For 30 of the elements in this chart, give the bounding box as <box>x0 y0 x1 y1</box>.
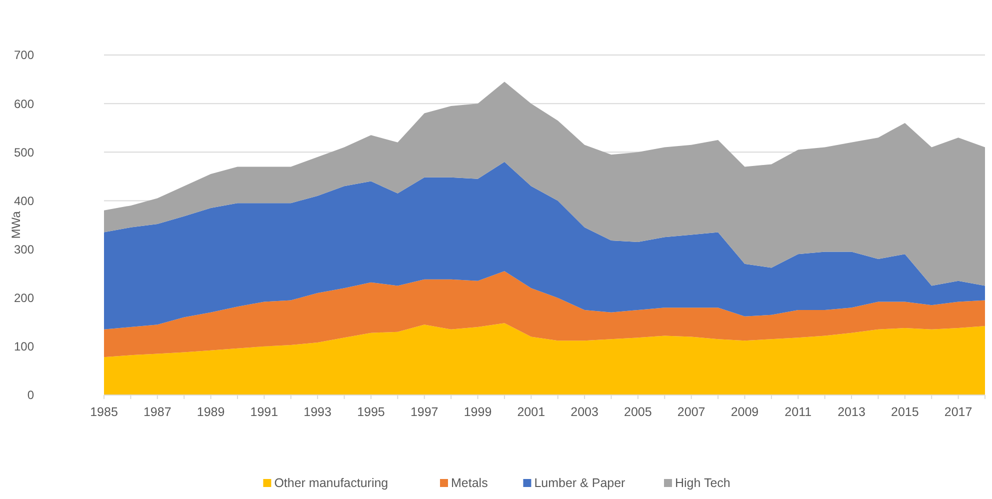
y-axis-title: MWa <box>9 210 23 239</box>
legend-label: Metals <box>451 476 488 490</box>
y-tick-label: 600 <box>14 96 34 111</box>
x-tick-label: 2017 <box>944 405 972 419</box>
y-tick-label: 500 <box>14 145 34 160</box>
x-tick-label: 1989 <box>196 405 225 419</box>
x-tick-label: 1993 <box>304 405 332 419</box>
y-tick-label: 100 <box>14 340 34 354</box>
y-tick-label: 0 <box>27 388 34 402</box>
x-tick-label: 2015 <box>891 405 919 419</box>
y-tick-label: 400 <box>14 194 34 208</box>
x-tick-label: 2009 <box>730 405 759 419</box>
y-tick-label: 300 <box>14 242 34 256</box>
x-tick-label: 2005 <box>624 405 652 419</box>
y-tick-label: 700 <box>14 48 34 62</box>
y-tick-label: 200 <box>14 291 34 306</box>
x-tick-label: 1997 <box>410 405 438 419</box>
x-tick-label: 1985 <box>90 405 118 419</box>
x-tick-label: 1991 <box>250 405 278 419</box>
x-tick-label: 2007 <box>677 405 706 419</box>
x-tick-label: 2011 <box>784 405 812 419</box>
x-tick-label: 1987 <box>143 405 172 419</box>
x-tick-label: 1995 <box>357 405 385 419</box>
legend-label: Other manufacturing <box>274 476 388 490</box>
x-tick-label: 2003 <box>570 405 598 419</box>
legend-label: Lumber & Paper <box>534 476 626 490</box>
x-tick-label: 2013 <box>838 405 866 419</box>
legend-label: High Tech <box>675 476 730 490</box>
x-tick-label: 1999 <box>464 405 492 419</box>
x-tick-label: 2001 <box>517 405 546 419</box>
